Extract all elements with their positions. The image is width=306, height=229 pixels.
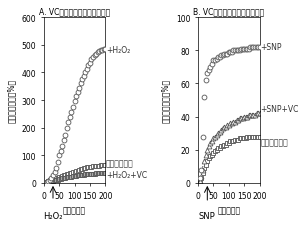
X-axis label: 時間（分）: 時間（分） [217,205,241,214]
Title: A. VCは活性酸素種を抑制した: A. VCは活性酸素種を抑制した [39,7,110,16]
Y-axis label: 活性酸素種　（%）: 活性酸素種 （%） [7,79,16,123]
Text: コントロール: コントロール [106,159,134,168]
X-axis label: 時間（分）: 時間（分） [63,205,86,214]
Title: B. VCは活性窒素種を抑制した: B. VCは活性窒素種を抑制した [193,7,264,16]
Text: +H₂O₂+VC: +H₂O₂+VC [106,170,147,179]
Y-axis label: 活性窒素種　（%）: 活性窒素種 （%） [161,79,170,123]
Text: SNP: SNP [199,211,216,220]
Text: +SNP+VC: +SNP+VC [260,104,299,113]
Text: コントロール: コントロール [260,137,288,146]
Text: +SNP: +SNP [260,43,282,52]
Text: +H₂O₂: +H₂O₂ [106,46,130,55]
Text: H₂O₂: H₂O₂ [43,211,63,220]
